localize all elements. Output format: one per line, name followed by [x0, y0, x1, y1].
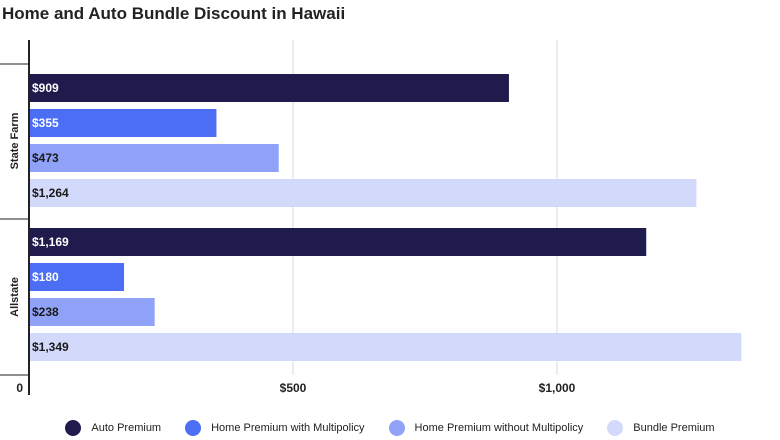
- x-tick-label: $1,000: [539, 381, 576, 395]
- legend: Auto Premium Home Premium with Multipoli…: [0, 420, 780, 436]
- bar: [29, 109, 217, 137]
- bar: [29, 333, 742, 361]
- bar: [29, 298, 155, 326]
- bar-value-label: $355: [32, 116, 59, 130]
- bar: [29, 74, 509, 102]
- category-label: State Farm: [9, 112, 21, 169]
- legend-label: Home Premium without Multipolicy: [414, 422, 584, 434]
- chart-title: Home and Auto Bundle Discount in Hawaii: [2, 4, 346, 23]
- bar-value-label: $909: [32, 81, 59, 95]
- category-label: Allstate: [9, 277, 21, 317]
- legend-item-bundle-premium[interactable]: Bundle Premium: [607, 420, 715, 436]
- x-tick-label: $500: [280, 381, 307, 395]
- legend-label: Home Premium with Multipolicy: [211, 422, 365, 434]
- bar-value-label: $473: [32, 151, 59, 165]
- legend-swatch-bundle-premium: [607, 420, 624, 436]
- legend-item-home-without-multipolicy[interactable]: Home Premium without Multipolicy: [388, 420, 584, 436]
- bar: [29, 144, 279, 172]
- legend-swatch-home-with-multipolicy: [185, 420, 202, 436]
- bar-value-label: $238: [32, 305, 59, 319]
- bar-value-label: $1,349: [32, 340, 69, 354]
- bar-value-label: $1,264: [32, 186, 69, 200]
- bar-value-label: $1,169: [32, 235, 69, 249]
- legend-label: Auto Premium: [91, 422, 162, 434]
- bar-value-label: $180: [32, 270, 59, 284]
- bar: [29, 228, 647, 256]
- bar-chart: $909 $355 $473 $1,264 $1,169 $180 $238 $1,349 St…: [0, 40, 742, 395]
- bar: [29, 179, 697, 207]
- legend-label: Bundle Premium: [633, 422, 715, 434]
- bar: [29, 263, 125, 291]
- legend-item-home-with-multipolicy[interactable]: Home Premium with Multipolicy: [185, 420, 365, 436]
- legend-swatch-home-without-multipolicy: [388, 420, 405, 436]
- legend-item-auto-premium[interactable]: Auto Premium: [65, 420, 161, 436]
- x-tick-label: 0: [16, 381, 23, 395]
- legend-swatch-auto-premium: [65, 420, 82, 436]
